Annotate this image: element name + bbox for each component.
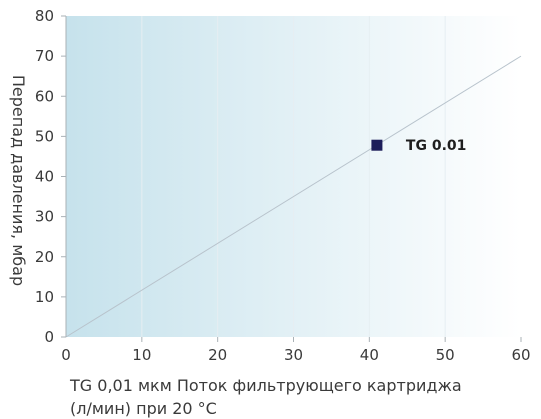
x-tick-label: 30 xyxy=(284,346,303,364)
series-lines xyxy=(65,55,522,338)
y-axis: 0 10 20 30 40 50 60 70 80 xyxy=(35,7,67,346)
data-markers: TG 0.01 xyxy=(371,138,466,154)
grid-lines xyxy=(141,16,446,337)
x-tick-label: 60 xyxy=(511,346,530,364)
x-tick-label: 40 xyxy=(360,346,379,364)
y-axis-title: Перепад давления, мбар xyxy=(9,75,28,286)
x-axis-title: TG 0,01 мкм Поток фильтрующего картриджа xyxy=(69,376,462,395)
x-tick-label: 50 xyxy=(436,346,455,364)
x-tick-label: 0 xyxy=(61,346,71,364)
x-tick-label: 20 xyxy=(208,346,227,364)
data-point-marker xyxy=(371,139,383,151)
y-tick-label: 40 xyxy=(35,168,54,186)
x-axis-title-line2: (л/мин) при 20 °C xyxy=(70,399,217,418)
x-tick-label: 10 xyxy=(132,346,151,364)
y-tick-label: 70 xyxy=(35,47,54,65)
y-tick-label: 50 xyxy=(35,127,54,145)
data-point-label: TG 0.01 xyxy=(406,138,466,154)
y-tick-label: 20 xyxy=(35,248,54,266)
x-axis: 0 10 20 30 40 50 60 xyxy=(61,337,531,364)
y-tick-label: 30 xyxy=(35,208,54,226)
y-tick-label: 0 xyxy=(44,328,54,346)
y-tick-label: 60 xyxy=(35,87,54,105)
series-line xyxy=(65,55,522,338)
y-tick-label: 80 xyxy=(35,7,54,25)
y-tick-label: 10 xyxy=(35,288,54,306)
